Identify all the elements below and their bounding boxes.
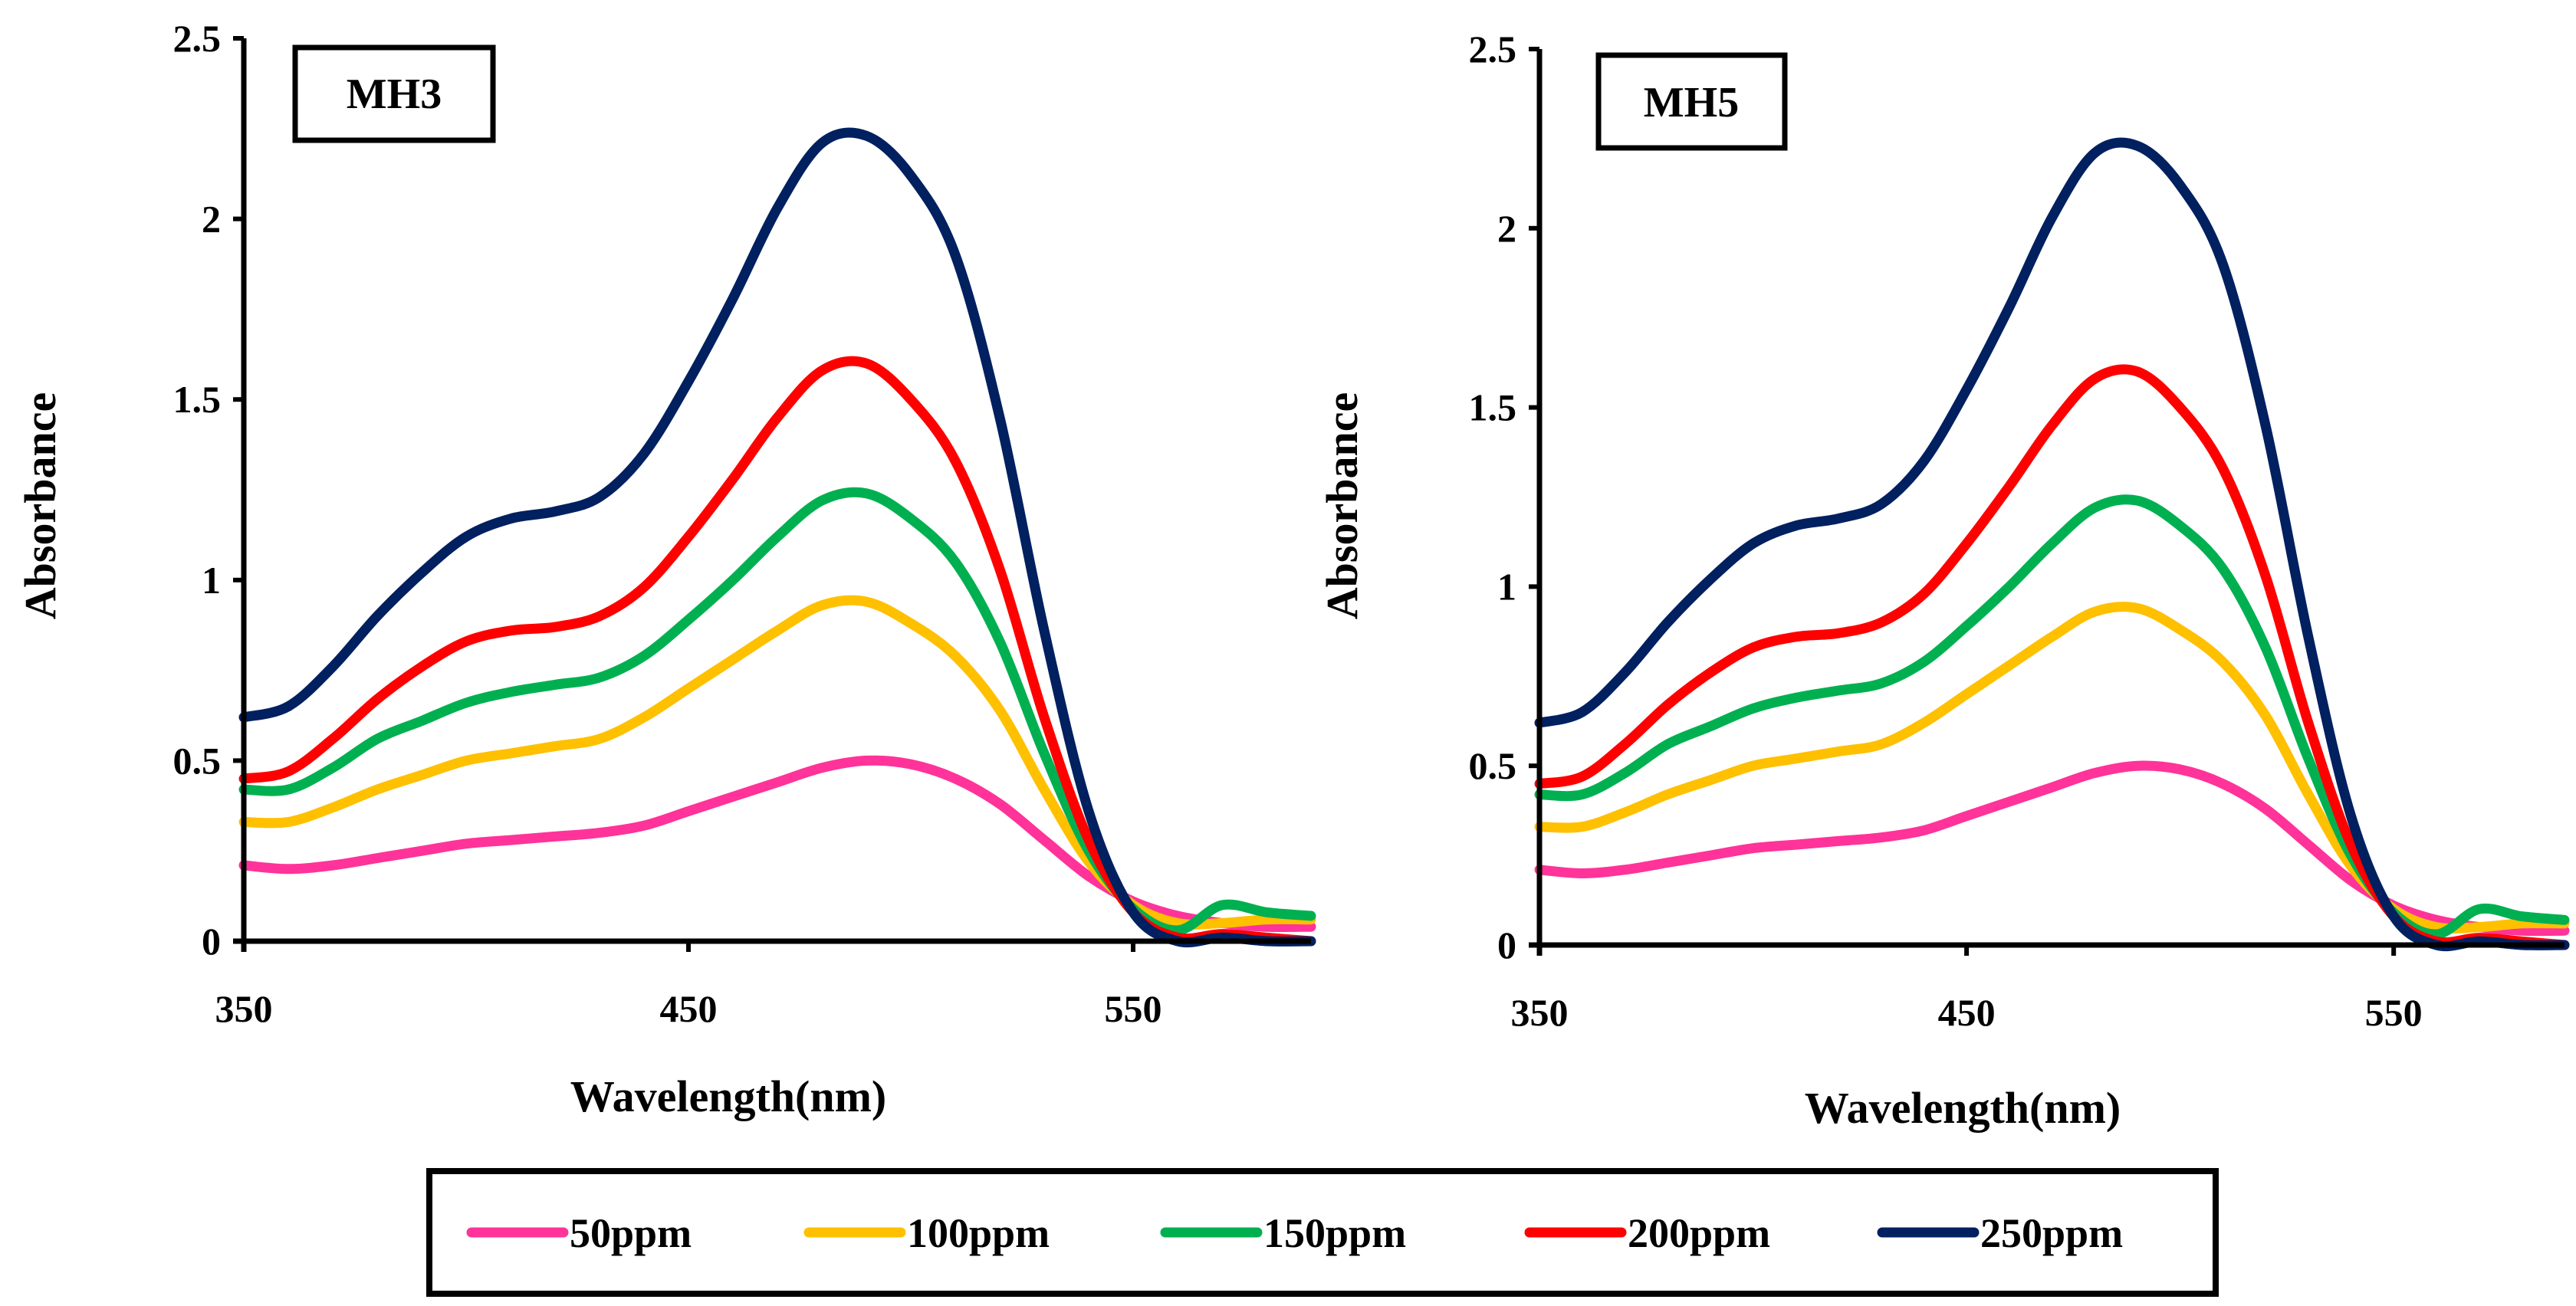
series-line-100ppm xyxy=(238,595,1316,930)
series-line-150ppm xyxy=(238,487,1316,936)
legend-item-150ppm: 150ppm xyxy=(1160,1210,1406,1256)
plot-area: 0 0.5 1 1.5 2 2.5 350 450 550 xyxy=(1469,28,2570,1034)
x-axis-title: Wavelength(nm) xyxy=(1805,1083,2121,1133)
legend-label: 200ppm xyxy=(1628,1210,1770,1256)
x-tick-label: 450 xyxy=(1938,991,1996,1034)
chart-tag-label: MH3 xyxy=(347,71,442,118)
y-tick-label: 1.5 xyxy=(1469,386,1517,429)
chart-tag-box xyxy=(1595,52,1788,151)
legend-label: 250ppm xyxy=(1980,1210,2123,1256)
y-tick-label: 0 xyxy=(202,920,221,963)
y-tick-label: 2 xyxy=(1497,207,1516,250)
legend-item-50ppm: 50ppm xyxy=(466,1210,692,1256)
y-tick-label: 0.5 xyxy=(173,739,222,782)
plot-area: 0 0.5 1 1.5 2 2.5 350 450 550 xyxy=(173,17,1316,1030)
chart-tag-label: MH5 xyxy=(1644,79,1739,126)
y-axis-title: Absorbance xyxy=(15,392,65,619)
y-axis-title: Absorbance xyxy=(1317,392,1367,619)
x-axis-title: Wavelength(nm) xyxy=(570,1071,886,1121)
y-tick-label: 0 xyxy=(1497,924,1516,966)
x-tick-label: 350 xyxy=(1511,991,1569,1034)
legend-label: 150ppm xyxy=(1263,1210,1406,1256)
legend-item-200ppm: 200ppm xyxy=(1524,1210,1770,1256)
x-tick-label: 450 xyxy=(660,987,718,1030)
x-tick-label: 350 xyxy=(215,987,273,1030)
y-tick-label: 1 xyxy=(202,559,221,602)
series-line-250ppm xyxy=(238,127,1316,948)
y-tick-label: 1.5 xyxy=(173,378,222,421)
series-line-150ppm xyxy=(1534,494,2570,940)
chart-panel-mh3: Absorbance Wavelength(nm) MH3 0 0.5 1 1.5 2 2… xyxy=(15,17,1316,1121)
legend-item-100ppm: 100ppm xyxy=(803,1210,1050,1256)
y-tick-label: 2 xyxy=(202,198,221,241)
x-tick-label: 550 xyxy=(1105,987,1162,1030)
legend: 50ppm 100ppm 150ppm 200ppm 250ppm xyxy=(426,1168,2219,1297)
chart-tag-box xyxy=(292,44,496,143)
legend-label: 50ppm xyxy=(570,1210,692,1256)
legend-item-250ppm: 250ppm xyxy=(1877,1210,2123,1256)
y-tick-label: 0.5 xyxy=(1469,744,1517,787)
series-line-250ppm xyxy=(1534,137,2570,952)
legend-label: 100ppm xyxy=(907,1210,1050,1256)
chart-panel-mh5: Absorbance Wavelength(nm) MH5 0 0.5 1 1.5 2 2… xyxy=(1317,28,2570,1133)
series-line-100ppm xyxy=(1534,602,2570,934)
y-tick-label: 1 xyxy=(1497,565,1516,608)
y-tick-label: 2.5 xyxy=(173,17,222,60)
x-tick-label: 550 xyxy=(2365,991,2423,1034)
y-tick-label: 2.5 xyxy=(1469,28,1517,71)
